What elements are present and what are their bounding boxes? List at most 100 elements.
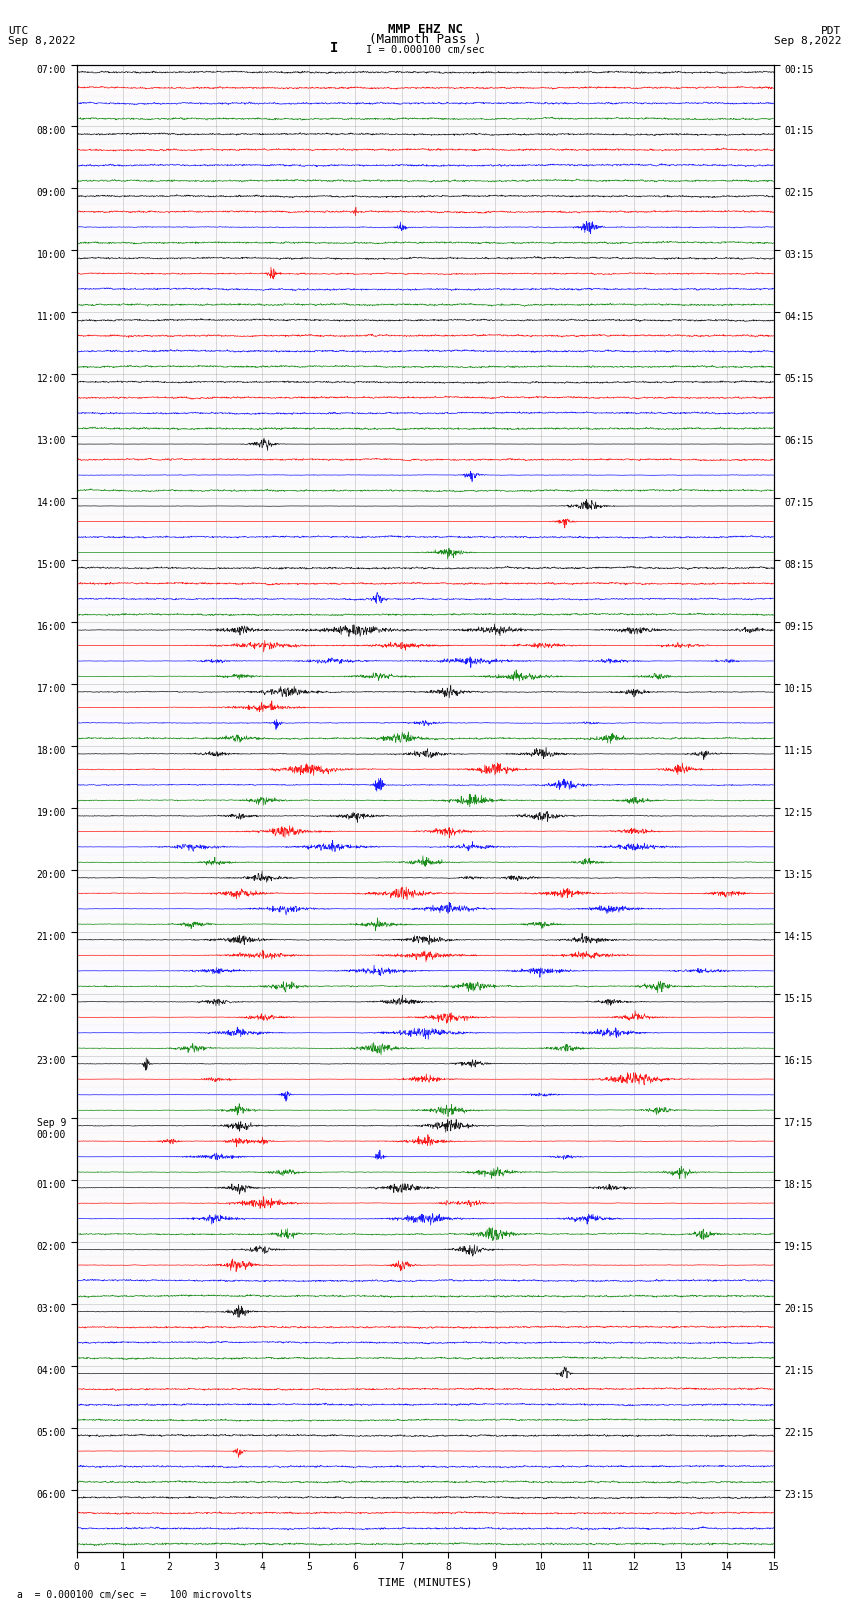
Bar — [76, 313, 774, 327]
Bar — [76, 1102, 774, 1118]
Bar — [76, 1397, 774, 1413]
Bar — [76, 653, 774, 669]
Bar — [76, 700, 774, 715]
Bar — [76, 452, 774, 468]
Bar — [76, 1226, 774, 1242]
Bar — [76, 1381, 774, 1397]
Bar — [76, 390, 774, 405]
Bar — [76, 529, 774, 545]
Bar — [76, 203, 774, 219]
Bar — [76, 1536, 774, 1552]
Bar — [76, 886, 774, 902]
Bar — [76, 421, 774, 436]
Bar — [76, 65, 774, 81]
Bar — [76, 405, 774, 421]
Text: Sep 8,2022: Sep 8,2022 — [774, 35, 842, 45]
Bar — [76, 1165, 774, 1181]
Bar — [76, 1474, 774, 1490]
Bar — [76, 126, 774, 142]
Bar — [76, 235, 774, 250]
Bar — [76, 515, 774, 529]
Bar — [76, 1087, 774, 1102]
Bar — [76, 1289, 774, 1303]
Text: I: I — [330, 42, 338, 55]
Bar — [76, 869, 774, 886]
Bar — [76, 1071, 774, 1087]
Bar — [76, 358, 774, 374]
Bar — [76, 761, 774, 777]
Bar — [76, 963, 774, 979]
Bar — [76, 297, 774, 313]
Bar — [76, 576, 774, 592]
Bar — [76, 808, 774, 824]
Bar — [76, 281, 774, 297]
Bar — [76, 669, 774, 684]
Bar — [76, 855, 774, 869]
Bar — [76, 1319, 774, 1336]
Bar — [76, 436, 774, 452]
Bar — [76, 1444, 774, 1458]
Bar — [76, 1024, 774, 1040]
Bar — [76, 1148, 774, 1165]
Bar — [76, 81, 774, 95]
X-axis label: TIME (MINUTES): TIME (MINUTES) — [377, 1578, 473, 1587]
Bar — [76, 994, 774, 1010]
Bar — [76, 1521, 774, 1536]
Bar — [76, 158, 774, 173]
Bar — [76, 947, 774, 963]
Bar — [76, 1428, 774, 1444]
Bar — [76, 777, 774, 792]
Bar — [76, 592, 774, 606]
Bar — [76, 1195, 774, 1211]
Bar — [76, 606, 774, 623]
Bar — [76, 327, 774, 344]
Bar — [76, 902, 774, 916]
Text: PDT: PDT — [821, 26, 842, 37]
Bar — [76, 1040, 774, 1057]
Text: Sep 8,2022: Sep 8,2022 — [8, 35, 76, 45]
Bar — [76, 1258, 774, 1273]
Bar — [76, 792, 774, 808]
Bar — [76, 95, 774, 111]
Bar — [76, 1010, 774, 1024]
Bar — [76, 824, 774, 839]
Bar — [76, 1118, 774, 1134]
Bar — [76, 932, 774, 947]
Bar — [76, 731, 774, 747]
Bar — [76, 189, 774, 203]
Bar — [76, 219, 774, 235]
Bar — [76, 1350, 774, 1366]
Bar — [76, 839, 774, 855]
Bar — [76, 560, 774, 576]
Bar — [76, 916, 774, 932]
Bar — [76, 684, 774, 700]
Bar — [76, 173, 774, 189]
Text: MMP EHZ NC: MMP EHZ NC — [388, 23, 462, 37]
Bar — [76, 498, 774, 515]
Bar — [76, 111, 774, 126]
Bar — [76, 1273, 774, 1289]
Text: UTC: UTC — [8, 26, 29, 37]
Bar — [76, 344, 774, 358]
Text: I = 0.000100 cm/sec: I = 0.000100 cm/sec — [366, 45, 484, 55]
Bar — [76, 142, 774, 158]
Bar — [76, 468, 774, 482]
Bar — [76, 1505, 774, 1521]
Bar — [76, 1366, 774, 1381]
Bar — [76, 1242, 774, 1258]
Bar — [76, 1211, 774, 1226]
Bar — [76, 1303, 774, 1319]
Bar — [76, 979, 774, 994]
Bar — [76, 747, 774, 761]
Bar — [76, 1336, 774, 1350]
Bar — [76, 637, 774, 653]
Bar — [76, 1181, 774, 1195]
Bar — [76, 623, 774, 637]
Bar — [76, 482, 774, 498]
Bar — [76, 1458, 774, 1474]
Bar — [76, 1413, 774, 1428]
Bar — [76, 1057, 774, 1071]
Bar — [76, 250, 774, 266]
Bar — [76, 1134, 774, 1148]
Text: (Mammoth Pass ): (Mammoth Pass ) — [369, 32, 481, 45]
